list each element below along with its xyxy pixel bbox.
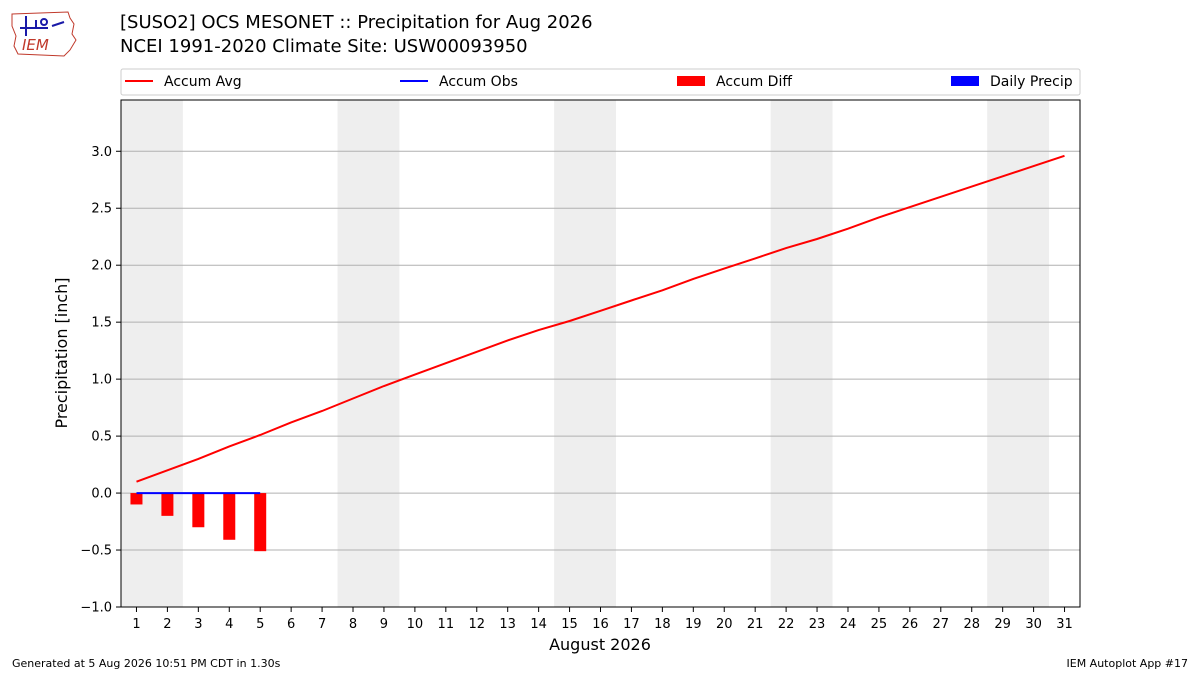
x-tick-label: 13 xyxy=(499,617,516,632)
weekend-band xyxy=(121,100,183,607)
x-tick-label: 28 xyxy=(963,617,980,632)
legend-label-accum-obs: Accum Obs xyxy=(439,74,518,90)
legend: Accum Avg Accum Obs Accum Diff Daily Precip xyxy=(120,68,1081,96)
x-tick-label: 8 xyxy=(349,617,357,632)
x-tick-label: 24 xyxy=(840,617,857,632)
x-tick-label: 22 xyxy=(778,617,795,632)
x-tick-label: 4 xyxy=(225,617,233,632)
x-tick-label: 9 xyxy=(380,617,388,632)
x-tick-label: 2 xyxy=(163,617,171,632)
x-tick-label: 26 xyxy=(902,617,919,632)
x-tick-label: 15 xyxy=(561,617,578,632)
accum-diff-bar xyxy=(192,493,205,528)
x-tick-label: 5 xyxy=(256,617,264,632)
logo-text: IEM xyxy=(22,36,49,54)
y-tick-label: 2.5 xyxy=(91,202,112,217)
y-axis: −1.0 −0.5 0.0 0.5 1.0 1.5 2.0 2.5 3.0 xyxy=(80,145,121,616)
legend-swatch-daily-precip xyxy=(951,76,979,86)
chart-title: [SUSO2] OCS MESONET :: Precipitation for… xyxy=(120,12,593,33)
weekend-band xyxy=(987,100,1050,607)
y-axis-label: Precipitation [inch] xyxy=(52,277,71,428)
app-credit: IEM Autoplot App #17 xyxy=(1066,657,1189,670)
x-tick-label: 17 xyxy=(623,617,640,632)
legend-frame xyxy=(120,68,1081,96)
y-tick-label: 0.0 xyxy=(91,487,112,502)
x-tick-label: 18 xyxy=(654,617,671,632)
x-tick-label: 3 xyxy=(194,617,202,632)
x-tick-label: 1 xyxy=(132,617,140,632)
accum-diff-bar xyxy=(130,493,143,505)
legend-label-daily-precip: Daily Precip xyxy=(990,74,1073,90)
series-lines xyxy=(136,154,1065,495)
x-tick-label: 16 xyxy=(592,617,609,632)
y-tick-label: 0.5 xyxy=(91,430,112,445)
iem-logo: IEM xyxy=(8,6,80,58)
weekend-band xyxy=(770,100,833,607)
x-tick-label: 23 xyxy=(809,617,826,632)
weekend-bands xyxy=(121,100,1050,607)
legend-label-accum-avg: Accum Avg xyxy=(164,74,242,90)
x-tick-label: 30 xyxy=(1025,617,1042,632)
y-tick-label: −0.5 xyxy=(80,544,112,559)
generated-timestamp: Generated at 5 Aug 2026 10:51 PM CDT in … xyxy=(12,657,281,670)
x-tick-label: 31 xyxy=(1056,617,1073,632)
x-tick-label: 25 xyxy=(871,617,888,632)
accum-diff-bar xyxy=(254,493,267,552)
x-tick-label: 10 xyxy=(407,617,424,632)
x-axis-label: August 2026 xyxy=(549,635,651,654)
x-tick-label: 29 xyxy=(994,617,1011,632)
y-tick-label: 2.0 xyxy=(91,259,112,274)
legend-label-accum-diff: Accum Diff xyxy=(716,74,792,90)
y-tick-label: 1.5 xyxy=(91,316,112,331)
x-tick-label: 7 xyxy=(318,617,326,632)
y-tick-label: 3.0 xyxy=(91,145,112,160)
weekend-band xyxy=(554,100,616,607)
x-tick-label: 6 xyxy=(287,617,295,632)
x-tick-label: 14 xyxy=(530,617,547,632)
weekend-band xyxy=(337,100,400,607)
accum-diff-bar xyxy=(223,493,236,540)
x-tick-label: 19 xyxy=(685,617,702,632)
x-tick-label: 11 xyxy=(438,617,455,632)
accum-diff-bars xyxy=(130,493,267,552)
x-axis: 1 2 3 4 5 6 7 8 9 10 11 12 13 14 15 16 17 18 19 20 21 22 23 24 2… xyxy=(132,607,1073,632)
accum-diff-bar xyxy=(161,493,174,516)
chart-subtitle: NCEI 1991-2020 Climate Site: USW00093950 xyxy=(120,36,528,57)
y-tick-label: 1.0 xyxy=(91,373,112,388)
y-tick-label: −1.0 xyxy=(80,601,112,616)
legend-swatch-accum-diff xyxy=(677,76,705,86)
accum-avg-line xyxy=(136,154,1065,483)
x-tick-label: 12 xyxy=(468,617,485,632)
x-tick-label: 21 xyxy=(747,617,764,632)
x-tick-label: 20 xyxy=(716,617,733,632)
x-tick-label: 27 xyxy=(933,617,950,632)
